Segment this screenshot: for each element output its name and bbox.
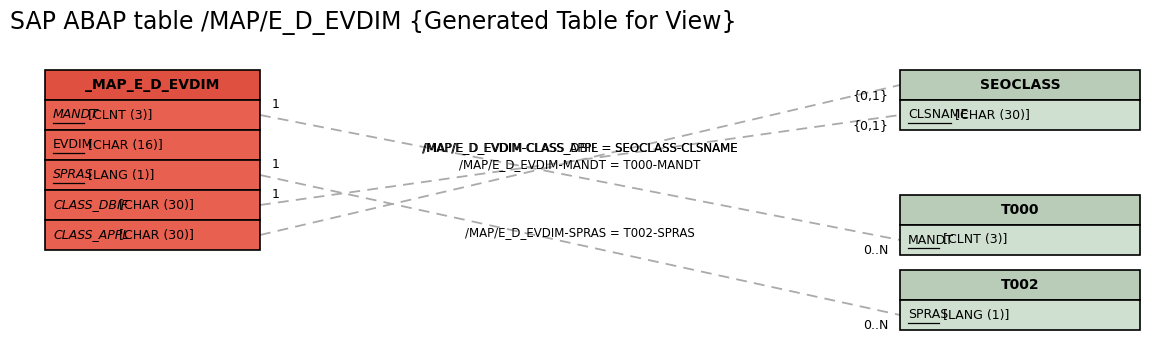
- Text: T002: T002: [1001, 278, 1040, 292]
- Text: /MAP/E_D_EVDIM-CLASS_APPL = SEOCLASS-CLSNAME: /MAP/E_D_EVDIM-CLASS_APPL = SEOCLASS-CLS…: [422, 141, 737, 154]
- Text: MANDT: MANDT: [53, 109, 99, 121]
- Bar: [45, 100, 260, 130]
- Bar: [45, 70, 260, 100]
- Text: EVDIM: EVDIM: [53, 139, 93, 151]
- Text: [CHAR (30)]: [CHAR (30)]: [115, 228, 194, 241]
- Text: 0..N: 0..N: [863, 319, 888, 332]
- Bar: [900, 270, 1140, 300]
- Text: {0,1}: {0,1}: [853, 119, 888, 132]
- Text: CLSNAME: CLSNAME: [908, 109, 968, 121]
- Text: 1: 1: [272, 188, 280, 201]
- Text: {0,1}: {0,1}: [853, 89, 888, 102]
- Text: [CHAR (30)]: [CHAR (30)]: [115, 198, 194, 211]
- Text: SAP ABAP table /MAP/E_D_EVDIM {Generated Table for View}: SAP ABAP table /MAP/E_D_EVDIM {Generated…: [11, 10, 736, 35]
- Text: [CHAR (30)]: [CHAR (30)]: [951, 109, 1030, 121]
- Text: [CLNT (3)]: [CLNT (3)]: [83, 109, 153, 121]
- Text: 1: 1: [272, 98, 280, 111]
- Bar: [900, 100, 1140, 130]
- Text: SEOCLASS: SEOCLASS: [980, 78, 1061, 92]
- Bar: [45, 130, 260, 160]
- Bar: [900, 195, 1140, 225]
- Bar: [45, 220, 260, 250]
- Bar: [900, 225, 1140, 255]
- Bar: [900, 70, 1140, 100]
- Text: [LANG (1)]: [LANG (1)]: [938, 308, 1009, 322]
- Text: MANDT: MANDT: [908, 233, 954, 246]
- Text: [CLNT (3)]: [CLNT (3)]: [938, 233, 1008, 246]
- Text: CLASS_APPL: CLASS_APPL: [53, 228, 129, 241]
- Text: _MAP_E_D_EVDIM: _MAP_E_D_EVDIM: [86, 78, 220, 92]
- Text: 1: 1: [272, 158, 280, 171]
- Text: CLASS_DBIF: CLASS_DBIF: [53, 198, 128, 211]
- Bar: [45, 190, 260, 220]
- Text: [CHAR (16)]: [CHAR (16)]: [83, 139, 162, 151]
- Bar: [45, 160, 260, 190]
- Text: SPRAS: SPRAS: [908, 308, 948, 322]
- Text: 0..N: 0..N: [863, 244, 888, 257]
- Text: [LANG (1)]: [LANG (1)]: [83, 169, 154, 181]
- Text: /MAP/E_D_EVDIM-CLASS_DBIF = SEOCLASS-CLSNAME: /MAP/E_D_EVDIM-CLASS_DBIF = SEOCLASS-CLS…: [422, 141, 737, 154]
- Text: /MAP/E_D_EVDIM-SPRAS = T002-SPRAS: /MAP/E_D_EVDIM-SPRAS = T002-SPRAS: [466, 226, 695, 239]
- Text: /MAP/E_D_EVDIM-MANDT = T000-MANDT: /MAP/E_D_EVDIM-MANDT = T000-MANDT: [460, 159, 701, 171]
- Text: SPRAS: SPRAS: [53, 169, 93, 181]
- Bar: [900, 300, 1140, 330]
- Text: T000: T000: [1001, 203, 1040, 217]
